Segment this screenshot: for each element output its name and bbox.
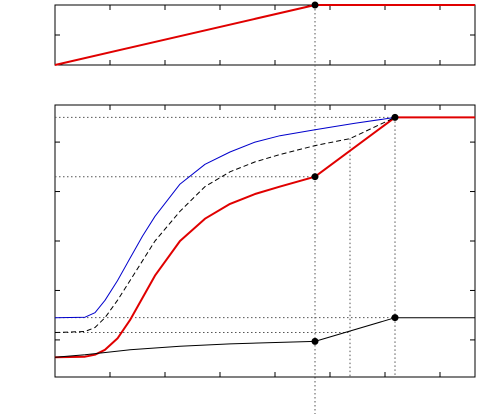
main-marker-2 [311, 337, 319, 345]
main-series-line-0 [54, 116, 475, 359]
top-marker-0 [311, 1, 319, 9]
main-marker-0 [311, 173, 319, 181]
top-panel-ticks [54, 5, 475, 65]
top-panel-frame [54, 4, 476, 66]
main-panel [54, 65, 476, 378]
main-panel-reference-lines [55, 65, 396, 377]
main-series-line-2 [54, 116, 396, 333]
main-series-line-3 [54, 317, 475, 358]
main-series-line-1 [54, 116, 396, 319]
top-series-line-0 [54, 4, 475, 66]
main-panel-series [54, 116, 475, 359]
top-panel-markers [311, 1, 319, 9]
top-panel-series [54, 4, 475, 66]
main-panel-markers [311, 113, 399, 345]
main-marker-1 [391, 113, 399, 121]
main-panel-ticks [54, 105, 475, 377]
top-panel [54, 1, 476, 414]
main-marker-3 [391, 314, 399, 322]
